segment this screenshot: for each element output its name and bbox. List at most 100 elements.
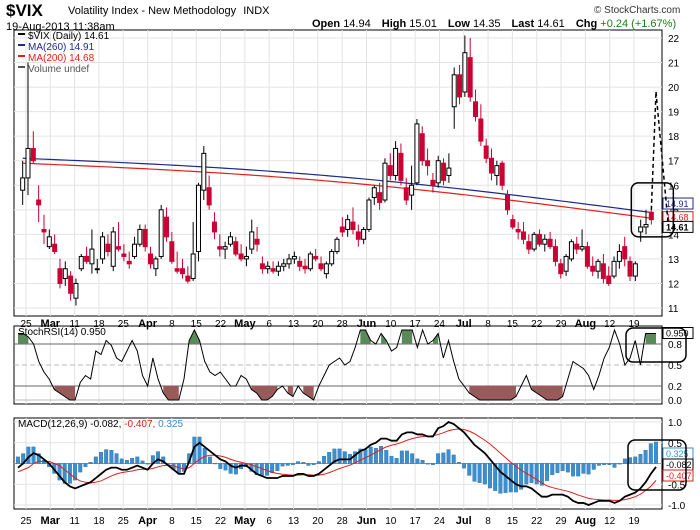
high-value: 15.01 [409, 18, 437, 30]
candle-body [313, 255, 319, 260]
macd-histogram-bar [135, 456, 140, 464]
candle-body [334, 238, 340, 253]
x-tick-label: 18 [93, 516, 105, 527]
candle-body [211, 221, 217, 233]
stochrsi-oversold-fill [531, 386, 563, 400]
y-tick-label: 16 [668, 181, 680, 192]
macd-histogram-bar [462, 463, 467, 469]
stochrsi-overbought-fill [360, 330, 371, 344]
macd-histogram-bar [73, 463, 78, 481]
candle-body [233, 241, 239, 255]
ma200-line [22, 162, 652, 219]
stochrsi-oversold-fill [303, 386, 314, 400]
candle-body [489, 157, 495, 174]
x-tick-label: 17 [410, 319, 422, 330]
macd-legend: MACD(12,26,9) -0.082, -0.407, 0.325 [18, 419, 184, 430]
legend-entry: MA(200) 14.68 [28, 53, 95, 64]
stochrsi-overbought-fill [18, 333, 29, 344]
macd-histogram-bar [270, 463, 275, 473]
candle-body [254, 238, 260, 245]
macd-histogram-bar [633, 456, 638, 464]
candle-body [643, 224, 649, 228]
copyright-link[interactable]: © StockCharts.com [594, 5, 681, 16]
macd-histogram-bar [306, 463, 311, 466]
candle-body [441, 162, 447, 181]
candle-body [62, 268, 68, 280]
stochrsi-oversold-fill [469, 386, 516, 400]
macd-histogram-bar [550, 463, 555, 475]
x-tick-label: 15 [507, 516, 519, 527]
candle-body [526, 241, 532, 250]
candle-body [547, 238, 553, 248]
candle-body [627, 260, 633, 277]
macd-histogram-bar [622, 458, 627, 464]
macd-histogram-bar [327, 452, 332, 464]
candle-body [462, 52, 468, 93]
candle-body [78, 255, 84, 270]
macd-histogram-bar [441, 452, 446, 464]
y-tick-label: 0.5 [668, 361, 682, 372]
candle-body [307, 253, 313, 270]
candle-body [132, 243, 138, 257]
candle-body [520, 231, 526, 240]
macd-histogram-bar [451, 454, 456, 464]
macd-histogram-bar [617, 463, 622, 465]
candle-body [355, 231, 361, 240]
y-tick-label: 0.5 [668, 439, 682, 450]
candle-body [467, 57, 473, 98]
candle-body [259, 263, 265, 270]
candle-body [568, 241, 574, 260]
x-tick-label: 8 [169, 516, 175, 527]
macd-histogram-bar [316, 461, 321, 464]
candle-body [20, 177, 26, 191]
candle-body [89, 248, 95, 265]
macd-histogram-bar [280, 463, 285, 467]
candle-body [361, 228, 367, 240]
macd-histogram-bar [337, 448, 342, 464]
stochrsi-last-value: 0.950 [666, 329, 689, 339]
candle-body [323, 263, 329, 275]
macd-signal-line [17, 428, 657, 501]
y-tick-label: 13 [668, 255, 680, 266]
macd-histogram-bar [218, 463, 223, 469]
candle-body [121, 253, 127, 257]
macd-histogram-bar [16, 456, 20, 464]
x-tick-label: Jun [357, 318, 377, 330]
candle-body [531, 233, 537, 250]
x-tick-label: 20 [312, 319, 324, 330]
macd-histogram-bar [477, 463, 482, 483]
y-tick-label: -1.0 [668, 501, 686, 512]
candle-body [158, 209, 164, 257]
macd-histogram-bar [99, 452, 103, 464]
candle-body [142, 228, 148, 248]
macd-histogram-bar [358, 448, 363, 464]
macd-last-value: -0.082 [666, 460, 692, 470]
macd-histogram-bar [456, 462, 461, 464]
candle-body [409, 184, 415, 196]
legend-swatch [18, 33, 25, 35]
x-tick-label: 19 [628, 319, 640, 330]
candle-body [435, 160, 441, 184]
x-tick-label: 29 [555, 319, 567, 330]
candle-body [179, 268, 185, 275]
stochrsi-legend: StochRSI(14) 0.950 [18, 327, 106, 338]
highlight-box-price [630, 182, 675, 238]
x-tick-label: 10 [385, 516, 397, 527]
macd-histogram-bar [275, 463, 280, 471]
macd-histogram-bar [415, 458, 420, 464]
x-tick-label: 8 [485, 516, 491, 527]
candle-body [270, 268, 276, 272]
y-tick-label: 11 [668, 304, 679, 315]
macd-histogram-bar [114, 453, 119, 464]
candle-body [126, 260, 132, 265]
low-label: Low [447, 18, 470, 30]
macd-histogram-bar [104, 449, 109, 464]
candle-body [595, 260, 601, 272]
x-tick-label: 22 [531, 516, 543, 527]
candle-body [291, 255, 297, 260]
price-tag-label: 14.61 [666, 222, 689, 232]
macd-histogram-bar [207, 456, 212, 464]
stochrsi-oversold-fill [54, 386, 76, 400]
candle-body [558, 263, 564, 275]
price-tag-label: 14.91 [666, 199, 689, 209]
